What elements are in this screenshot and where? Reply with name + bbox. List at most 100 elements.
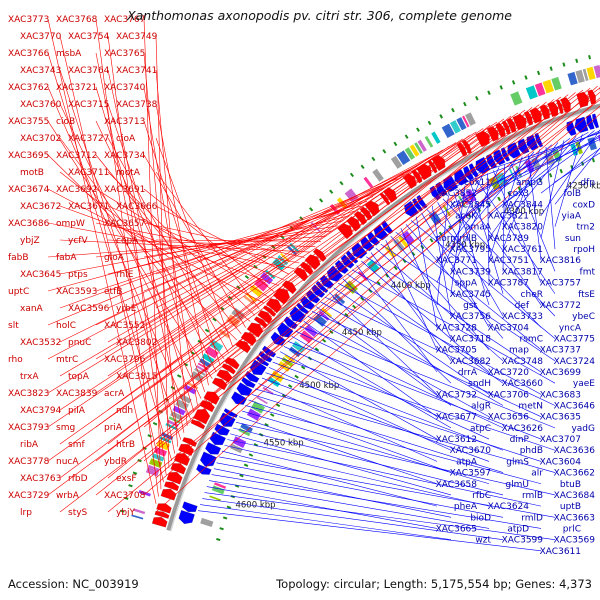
- leader-line: [442, 198, 556, 317]
- leader-line: [47, 131, 477, 394]
- feature-block: [551, 76, 562, 91]
- gene-label: XAC3699: [540, 368, 582, 378]
- gene-label: cox11: [464, 178, 491, 188]
- gene-label: XAC3724: [554, 357, 596, 367]
- gene-label: uptC: [8, 287, 29, 297]
- accession-label: Accession: NC_003919: [8, 577, 139, 591]
- feature-block: [424, 135, 434, 148]
- gene-label: XAC3739: [450, 267, 492, 277]
- gene-label: ribA: [20, 440, 39, 450]
- leader-line: [510, 161, 556, 272]
- feature-block: [200, 517, 214, 528]
- tick-mark: [132, 471, 138, 475]
- gene-arrow: [283, 316, 298, 330]
- tick-mark: [393, 265, 398, 271]
- gene-label: XAC3770: [20, 32, 62, 42]
- gene-label: cioA: [116, 134, 136, 144]
- leader-line: [143, 97, 600, 496]
- tick-mark: [575, 58, 579, 63]
- leader-line: [47, 178, 398, 326]
- gene-label: phdB: [520, 446, 543, 456]
- feature-block: [240, 423, 253, 433]
- gene-label: wzt: [475, 536, 491, 546]
- gene-label: XAC3666: [116, 202, 158, 212]
- leader-line: [450, 151, 535, 250]
- gene-label: fabA: [56, 253, 77, 263]
- leader-line: [211, 474, 542, 529]
- gene-label: dfp: [580, 178, 595, 188]
- leader-line: [155, 35, 170, 468]
- leader-line: [307, 316, 490, 417]
- feature-block: [401, 230, 415, 245]
- gene-label: fmt: [580, 267, 596, 277]
- leader-line: [143, 92, 576, 462]
- gene-label: styS: [68, 508, 88, 518]
- tick-mark: [402, 258, 407, 264]
- feature-block: [138, 490, 151, 497]
- gene-arrow: [221, 363, 236, 375]
- leader-line: [95, 109, 526, 428]
- gene-label: aceK: [455, 212, 478, 222]
- kbp-label: 4250 kbp: [567, 182, 600, 192]
- leader-line: [316, 306, 452, 406]
- tick-mark: [216, 538, 221, 542]
- leader-line: [436, 144, 553, 239]
- gene-label: rmlD: [521, 513, 543, 523]
- leader-line: [436, 131, 600, 194]
- tick-mark: [152, 421, 158, 426]
- backbone-highlight: [170, 107, 600, 532]
- tick-mark: [360, 296, 365, 301]
- leader-line: [209, 480, 490, 529]
- tick-mark: [234, 484, 240, 488]
- feature-block: [289, 242, 300, 253]
- gene-label: XAC3683: [540, 390, 581, 400]
- feature-block: [465, 112, 476, 126]
- leader-line: [47, 235, 327, 258]
- gene-label: ycfV: [68, 236, 88, 246]
- gene-label: def: [515, 301, 530, 311]
- gene-label: metN: [518, 402, 543, 412]
- tick-mark: [137, 458, 142, 463]
- gene-label: XAC3795: [450, 245, 491, 255]
- feature-block: [404, 147, 416, 160]
- gene-label: slt: [8, 321, 19, 331]
- tick-mark: [243, 463, 249, 467]
- leader-line: [426, 209, 542, 328]
- gene-label: XAC3768: [56, 15, 98, 25]
- gene-label: ybdR: [104, 457, 127, 467]
- gene-label: XAC3532: [20, 338, 61, 348]
- tick-mark: [451, 107, 455, 113]
- leader-line: [291, 335, 452, 429]
- leader-line: [59, 121, 498, 411]
- leader-line: [395, 231, 542, 350]
- feature-block: [304, 325, 318, 338]
- leader-line: [416, 216, 438, 328]
- gene-label: nucA: [56, 457, 79, 467]
- forward-gene-labels: XAC3773 XAC3768 XAC3767 XAC3770 XAC3754 XAC37…: [8, 15, 600, 518]
- tick-mark: [499, 85, 503, 90]
- leader-line: [95, 128, 484, 394]
- feature-block: [525, 85, 538, 100]
- leader-line: [283, 346, 490, 440]
- tick-mark: [147, 434, 152, 438]
- tick-mark: [404, 134, 409, 139]
- leader-line: [143, 222, 305, 258]
- leader-line: [370, 252, 452, 362]
- gene-label: cox3: [508, 189, 529, 199]
- gene-label: topA: [68, 372, 90, 382]
- leader-line: [333, 287, 490, 395]
- gene-label: XAC3765: [104, 49, 145, 59]
- tick-mark: [371, 156, 376, 162]
- tick-mark: [128, 484, 133, 488]
- gene-label: XAC3712: [56, 151, 97, 161]
- gene-arrow: [304, 254, 321, 270]
- gene-arrow: [257, 310, 273, 324]
- gene-label: priA: [104, 423, 123, 433]
- gene-label: XAC3692: [56, 185, 97, 195]
- gene-label: sppA: [455, 279, 478, 289]
- leader-line: [47, 112, 519, 428]
- leader-line: [47, 87, 600, 496]
- gene-label: rfbC: [472, 491, 491, 501]
- gene-label: XAC3796: [104, 355, 146, 365]
- reverse-gene-labels: dfpampGcox11folBcox3XAC3852coxDXAC3844XA…: [198, 129, 600, 557]
